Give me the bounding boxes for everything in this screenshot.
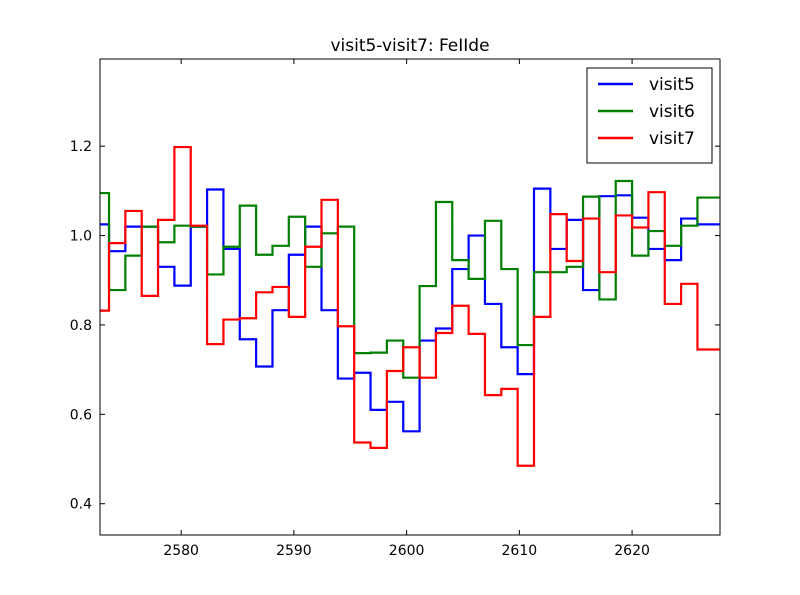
chart-title: visit5-visit7: FeIIde (330, 36, 489, 56)
y-tick-label: 0.8 (70, 318, 92, 334)
x-tick-label: 2620 (614, 543, 650, 559)
y-tick-label: 1.0 (70, 229, 92, 245)
legend-label-visit5: visit5 (649, 75, 695, 95)
x-tick-label: 2590 (276, 543, 312, 559)
legend: visit5 visit6 visit7 (586, 67, 713, 164)
x-tick-label: 2600 (389, 543, 425, 559)
x-tick-label: 2580 (163, 543, 199, 559)
legend-label-visit7: visit7 (649, 129, 695, 149)
x-tick-label: 2610 (502, 543, 538, 559)
x-axis: 2580 2590 2600 2610 2620 (163, 59, 650, 559)
axes-frame (99, 58, 721, 536)
series-layer (100, 145, 720, 467)
y-axis: 0.4 0.6 0.8 1.0 1.2 (70, 139, 720, 513)
y-tick-label: 1.2 (70, 139, 92, 155)
legend-label-visit6: visit6 (649, 102, 695, 122)
series-line-visit7 (100, 145, 720, 467)
y-tick-label: 0.4 (70, 497, 92, 513)
y-tick-label: 0.6 (70, 407, 92, 423)
